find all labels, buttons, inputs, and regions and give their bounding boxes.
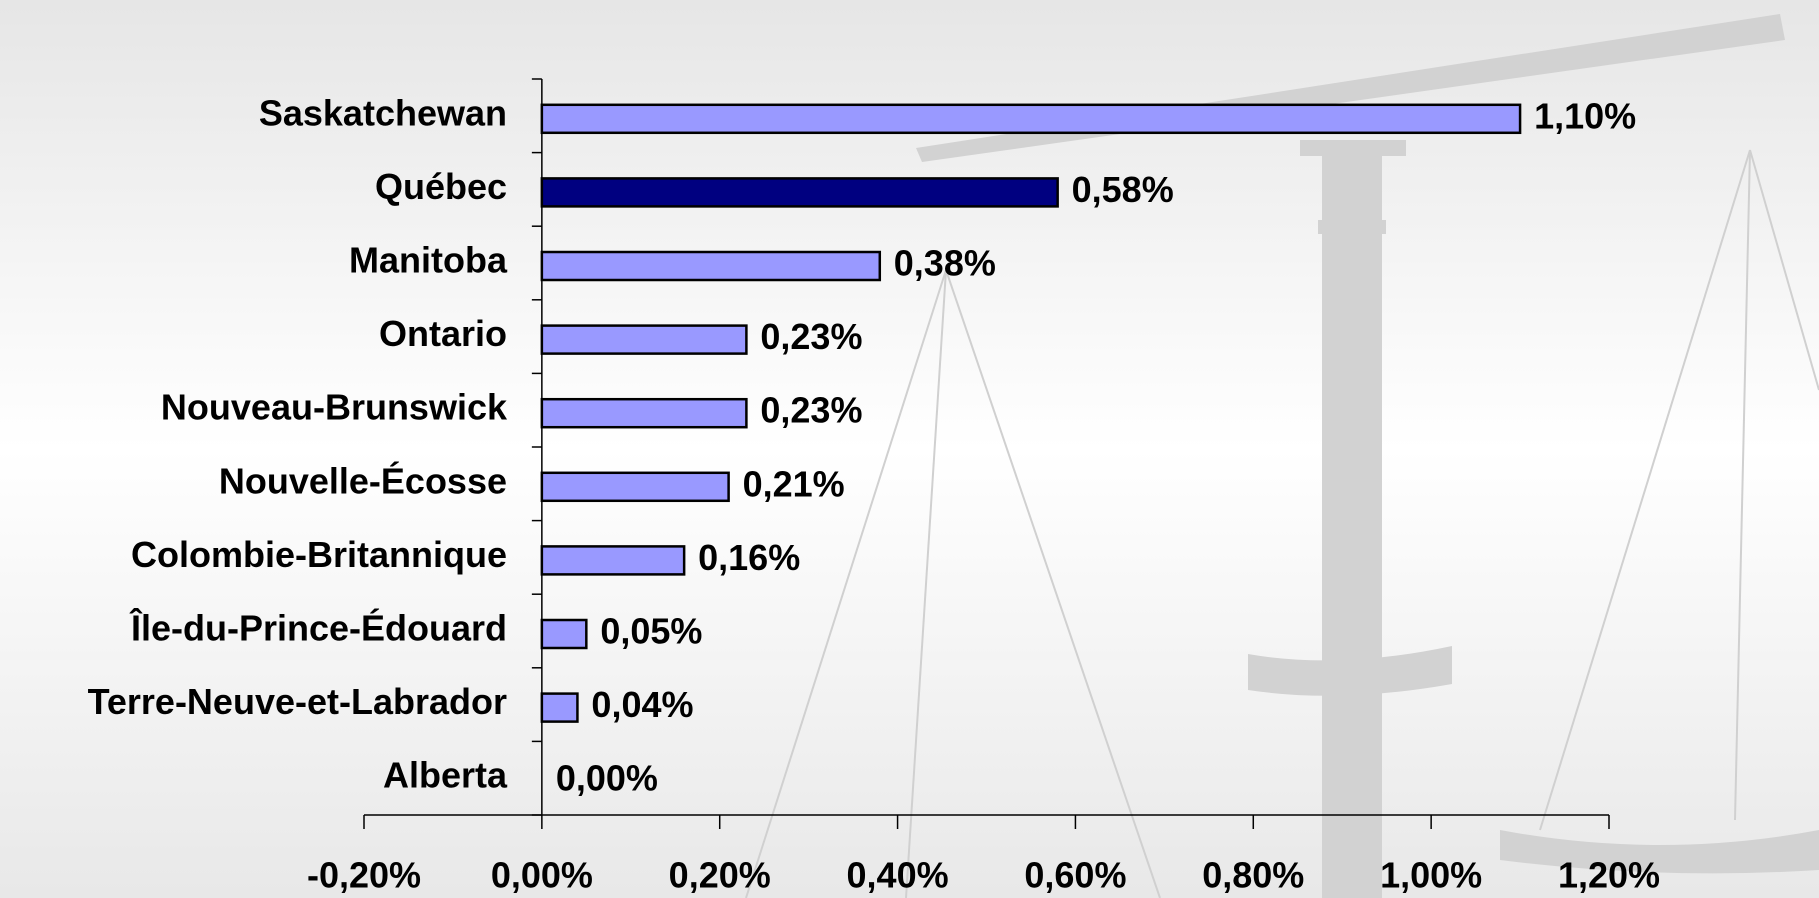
bar xyxy=(540,324,748,355)
value-label: 0,23% xyxy=(760,390,862,431)
y-tick-label: Île-du-Prince-Édouard xyxy=(129,607,507,649)
y-tick-label: Nouvelle-Écosse xyxy=(219,460,507,501)
x-tick-label: 0,80% xyxy=(1202,855,1304,896)
bar xyxy=(540,545,686,576)
value-label: 0,23% xyxy=(760,316,862,357)
x-tick-label: 0,40% xyxy=(847,855,949,896)
bar xyxy=(540,177,1059,208)
value-label: 0,00% xyxy=(556,758,658,799)
y-tick-label: Québec xyxy=(375,166,507,207)
scale-strings xyxy=(745,149,1819,898)
y-tick-label: Alberta xyxy=(383,755,508,796)
y-tick-label: Saskatchewan xyxy=(259,92,507,133)
bar xyxy=(540,103,1522,135)
value-label: 0,16% xyxy=(698,537,800,578)
bar xyxy=(540,471,730,503)
bar xyxy=(540,618,588,650)
value-label: 0,05% xyxy=(600,611,702,652)
bar xyxy=(540,397,748,429)
y-tick-label: Manitoba xyxy=(349,240,508,281)
value-label: 1,10% xyxy=(1534,95,1636,136)
y-tick-label: Nouveau-Brunswick xyxy=(161,387,508,428)
value-label: 0,38% xyxy=(894,243,996,284)
y-tick-label: Colombie-Britannique xyxy=(131,534,507,575)
x-tick-label: -0,20% xyxy=(307,855,421,896)
x-tick-label: 1,00% xyxy=(1380,855,1482,896)
y-tick-label: Terre-Neuve-et-Labrador xyxy=(88,681,507,722)
x-tick-label: 0,20% xyxy=(669,855,771,896)
value-label: 0,21% xyxy=(743,463,845,504)
bar xyxy=(540,250,882,282)
x-tick-label: 0,60% xyxy=(1024,855,1126,896)
bar xyxy=(540,692,579,723)
value-label: 0,04% xyxy=(591,684,693,725)
value-label: 0,58% xyxy=(1072,169,1174,210)
y-tick-label: Ontario xyxy=(379,313,507,354)
x-tick-label: 1,20% xyxy=(1558,855,1660,896)
x-tick-label: 0,00% xyxy=(491,855,593,896)
